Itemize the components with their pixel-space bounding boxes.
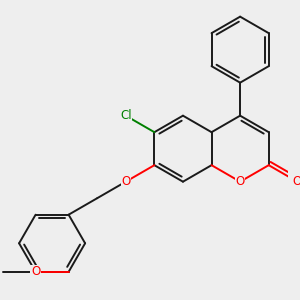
Text: O: O [293, 175, 300, 188]
Text: Cl: Cl [120, 109, 132, 122]
Text: O: O [236, 175, 245, 188]
Text: O: O [31, 266, 40, 278]
Text: O: O [121, 175, 130, 188]
